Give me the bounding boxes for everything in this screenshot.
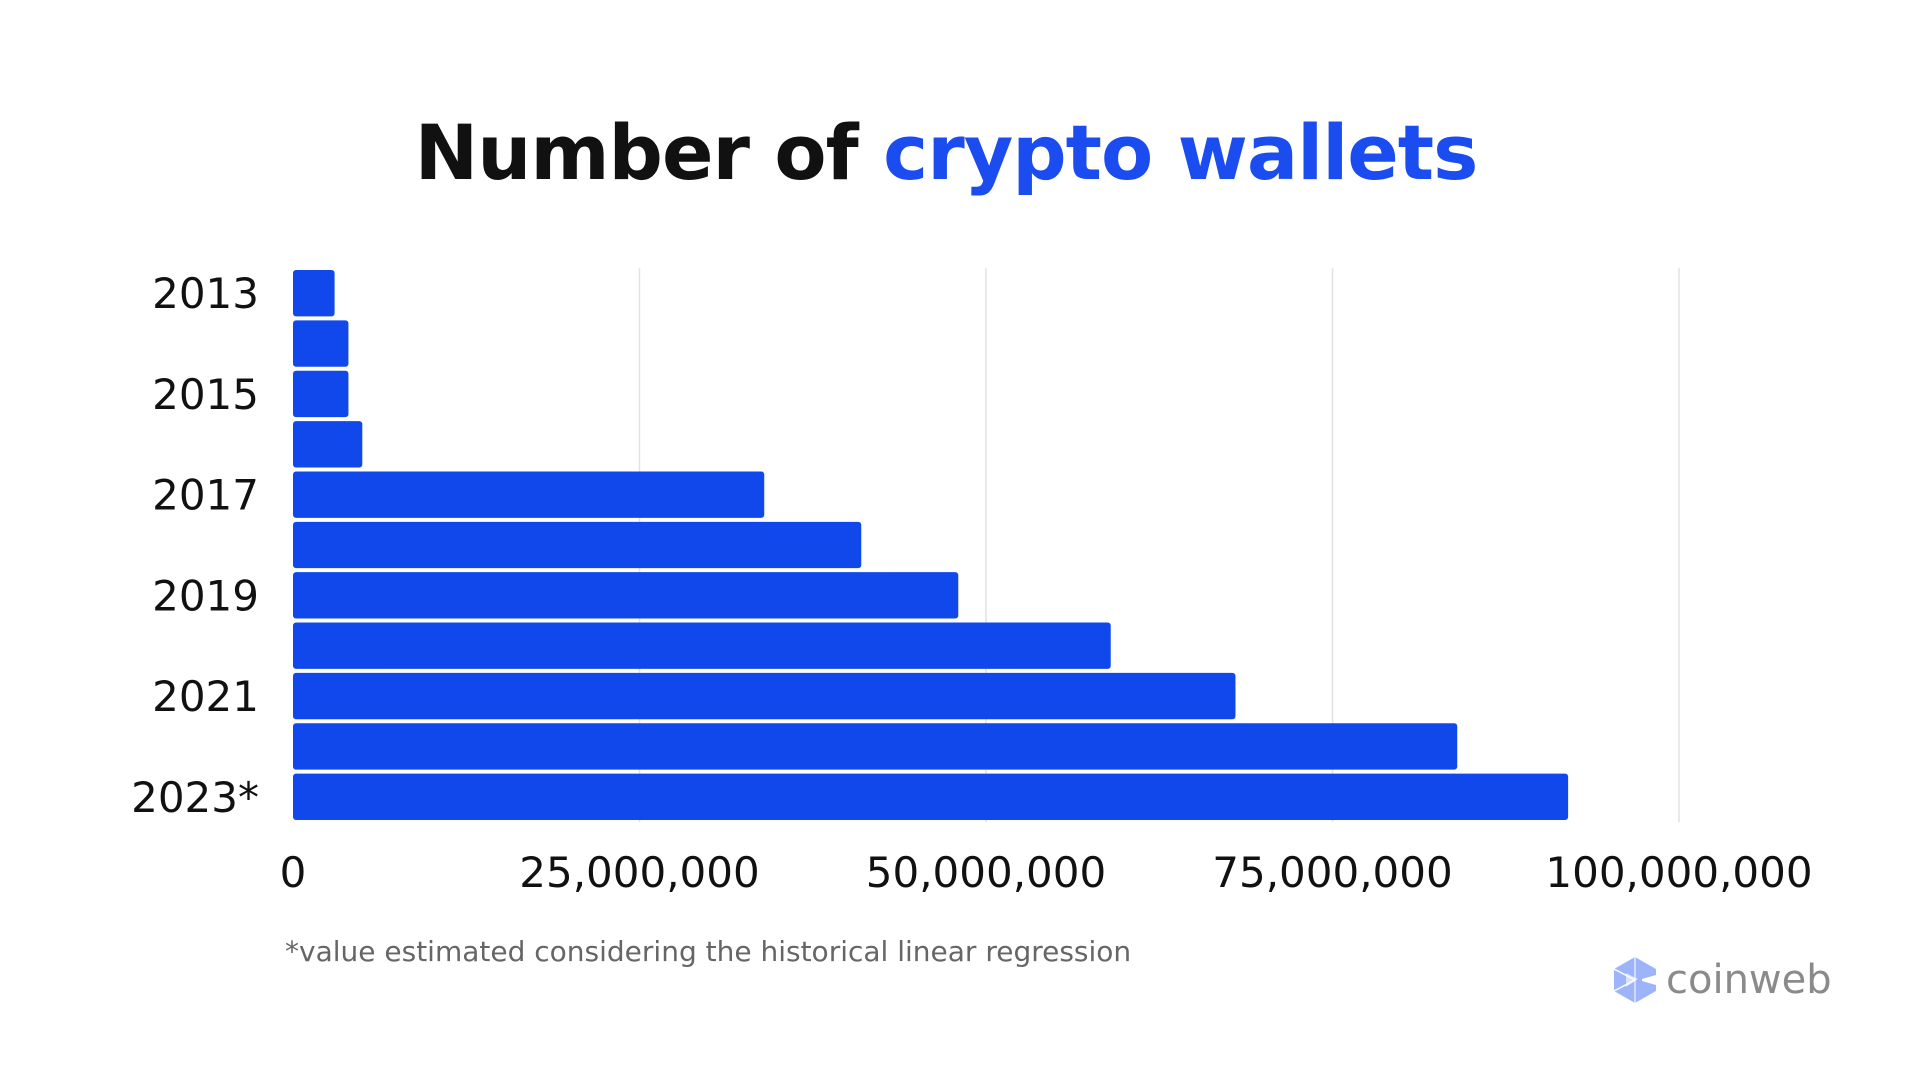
title-part: Number of (414, 108, 884, 197)
bar-2013 (293, 270, 335, 317)
y-tick-label: 2017 (152, 471, 259, 520)
footnote: *value estimated considering the histori… (285, 935, 1132, 968)
x-tick-label: 100,000,000 (1545, 848, 1812, 897)
x-tick-label: 0 (280, 848, 307, 897)
bar-2022 (293, 723, 1458, 770)
x-tick-label: 25,000,000 (519, 848, 759, 897)
bar-2017 (293, 471, 765, 518)
y-tick-label: 2021 (152, 672, 259, 721)
y-tick-label: 2023* (131, 773, 259, 822)
y-tick-label: 2015 (152, 370, 259, 419)
bar-2016 (293, 421, 363, 468)
y-tick-label: 2013 (152, 269, 259, 318)
bar-2023* (293, 773, 1569, 820)
coinweb-logo-icon (1613, 957, 1656, 1003)
bar-2015 (293, 370, 349, 418)
chart-title: Number of crypto wallets (0, 108, 1892, 197)
bar-2014 (293, 320, 349, 367)
x-tick-label: 50,000,000 (866, 848, 1106, 897)
y-tick-label: 2019 (152, 571, 259, 620)
bar-2021 (293, 672, 1236, 720)
bar-2020 (293, 622, 1111, 669)
coinweb-logo: coinweb (1612, 955, 1832, 1005)
bar-2018 (293, 521, 862, 569)
title-accent: crypto wallets (883, 108, 1478, 197)
x-tick-label: 75,000,000 (1212, 848, 1452, 897)
logo-text: coinweb (1666, 957, 1832, 1003)
bar-2019 (293, 572, 959, 619)
